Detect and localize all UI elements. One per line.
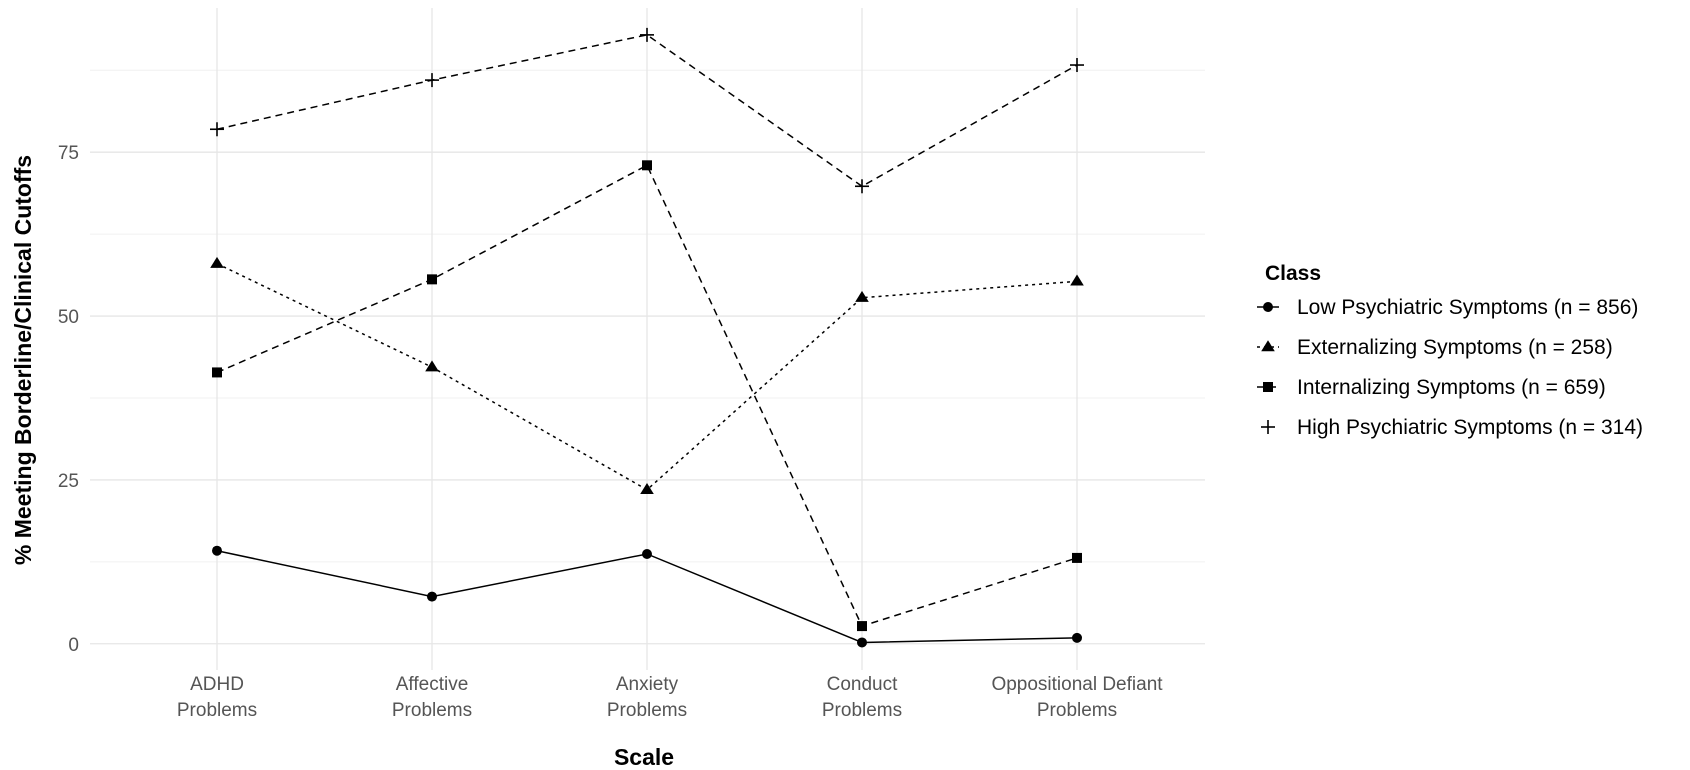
legend-key-marker: [1263, 382, 1273, 392]
data-point: [642, 548, 652, 559]
series-circle: [212, 545, 1082, 648]
legend-label: High Psychiatric Symptoms (n = 314): [1297, 416, 1643, 439]
series-line: [216, 34, 1078, 188]
series-plus: [210, 27, 1084, 194]
x-axis-title: Scale: [614, 744, 674, 770]
data-point: [857, 637, 867, 648]
data-point: [212, 367, 222, 378]
data-point: [427, 274, 437, 285]
data-point: [855, 290, 869, 302]
data-point: [425, 360, 439, 372]
data-point: [212, 545, 222, 556]
legend-label: Externalizing Symptoms (n = 258): [1297, 336, 1613, 359]
series-square: [212, 160, 1082, 632]
data-point: [427, 591, 437, 602]
data-point: [1070, 58, 1084, 73]
legend: Class Low Psychiatric Symptoms (n = 856)…: [1257, 262, 1643, 439]
legend-key-marker: [1263, 302, 1273, 312]
data-point: [425, 73, 439, 88]
legend-item: High Psychiatric Symptoms (n = 314): [1261, 416, 1643, 439]
series-triangle: [210, 256, 1084, 494]
legend-key-marker: [1261, 420, 1275, 434]
series-layer: [210, 27, 1084, 648]
x-tick-label: Anxiety Problems: [607, 674, 687, 721]
data-point: [855, 179, 869, 194]
legend-title: Class: [1265, 262, 1321, 285]
x-tick-label: Oppositional Defiant Problems: [991, 674, 1163, 721]
y-tick-label: 50: [58, 307, 79, 328]
legend-key-marker: [1261, 340, 1275, 352]
data-point: [1072, 632, 1082, 643]
data-point: [210, 256, 224, 268]
legend-item: Externalizing Symptoms (n = 258): [1257, 336, 1613, 359]
data-point: [210, 122, 224, 137]
x-tick-label: Affective Problems: [392, 674, 472, 721]
legend-item: Low Psychiatric Symptoms (n = 856): [1257, 296, 1638, 319]
x-tick-label: ADHD Problems: [177, 674, 257, 721]
legend-label: Internalizing Symptoms (n = 659): [1297, 376, 1606, 399]
x-tick-label: Conduct Problems: [822, 674, 902, 721]
legend-item: Internalizing Symptoms (n = 659): [1257, 376, 1606, 399]
data-point: [1070, 274, 1084, 286]
data-point: [640, 482, 654, 494]
data-point: [640, 27, 654, 42]
y-tick-label: 75: [58, 143, 79, 164]
y-tick-label: 25: [58, 471, 79, 492]
y-tick-label: 0: [68, 635, 79, 656]
data-point: [857, 621, 867, 632]
data-point: [1072, 552, 1082, 563]
series-line: [216, 164, 1078, 627]
data-point: [642, 160, 652, 171]
y-axis-title: % Meeting Borderline/Clinical Cutoffs: [10, 155, 36, 565]
tick-labels: 0 25 50 75 ADHD Problems Affective Problems Anxi…: [58, 143, 1163, 721]
legend-label: Low Psychiatric Symptoms (n = 856): [1297, 296, 1638, 319]
